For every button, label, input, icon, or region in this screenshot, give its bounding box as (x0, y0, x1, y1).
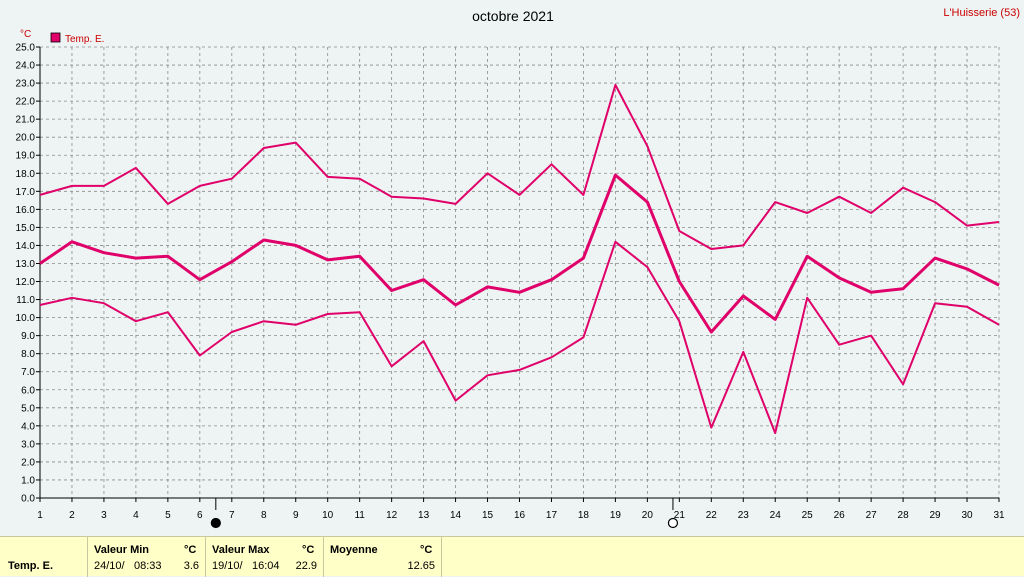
y-tick-label: 1.0 (21, 475, 35, 486)
stats-mean-value: 12.65 (407, 560, 435, 572)
x-tick-label: 3 (101, 510, 107, 521)
y-tick-label: 5.0 (21, 403, 35, 414)
y-tick-label: 4.0 (21, 421, 35, 432)
y-tick-label: 21.0 (16, 115, 36, 126)
x-tick-label: 30 (961, 510, 973, 521)
y-tick-label: 23.0 (16, 79, 36, 90)
y-tick-label: 25.0 (16, 43, 36, 54)
x-tick-label: 13 (418, 510, 430, 521)
x-tick-label: 14 (450, 510, 462, 521)
y-tick-label: 18.0 (16, 169, 36, 180)
stats-max-unit: °C (302, 544, 315, 556)
x-tick-label: 15 (482, 510, 494, 521)
series-line-mean (39, 173, 1000, 334)
y-tick-label: 17.0 (16, 187, 36, 198)
stats-min-value: 3.6 (183, 560, 199, 572)
x-tick-label: 6 (197, 510, 203, 521)
x-tick-label: 8 (261, 510, 267, 521)
x-tick-label: 2 (69, 510, 75, 521)
stats-min-header: Valeur Min (94, 544, 150, 556)
stats-max-cell: Valeur Max °C 19/10/ 16:04 22.9 (206, 537, 324, 577)
stats-series-name: Temp. E. (8, 560, 54, 572)
stats-bar: Temp. E. Valeur Min °C 24/10/ 08:33 3.6 … (0, 536, 1024, 577)
x-tick-label: 12 (386, 510, 398, 521)
y-axis-ticks: 0.0 1.0 2.0 3.0 4.0 5.0 6.0 7.0 8.0 9.0 10.0 11.0 12… (16, 43, 40, 505)
y-tick-label: 19.0 (16, 151, 36, 162)
series-line-max (39, 83, 1000, 250)
x-tick-label: 17 (546, 510, 558, 521)
y-tick-label: 3.0 (21, 439, 35, 450)
y-tick-label: 7.0 (21, 367, 35, 378)
x-tick-label: 27 (866, 510, 878, 521)
y-tick-label: 22.0 (16, 97, 36, 108)
grid (39, 46, 1000, 499)
x-tick-label: 26 (834, 510, 846, 521)
x-tick-label: 9 (293, 510, 299, 521)
legend-swatch (50, 32, 61, 43)
y-tick-label: 9.0 (21, 331, 35, 342)
moon-phases (210, 498, 679, 529)
y-tick-label: 2.0 (21, 457, 35, 468)
x-tick-label: 5 (165, 510, 171, 521)
y-tick-label: 16.0 (16, 205, 36, 216)
stats-max-value: 22.9 (295, 560, 317, 572)
y-tick-label: 0.0 (21, 494, 35, 505)
y-axis-unit: °C (20, 29, 31, 40)
x-tick-label: 28 (898, 510, 910, 521)
x-tick-label: 7 (229, 510, 235, 521)
legend-label: Temp. E. (65, 34, 104, 45)
x-tick-label: 16 (514, 510, 526, 521)
stats-series-cell: Temp. E. (0, 537, 88, 577)
stats-max-date: 19/10/ (212, 560, 243, 572)
y-tick-label: 8.0 (21, 349, 35, 360)
series-line-min (39, 240, 1000, 435)
stats-max-time: 16:04 (252, 560, 280, 572)
stats-min-unit: °C (184, 544, 197, 556)
y-tick-label: 10.0 (16, 313, 36, 324)
x-tick-label: 22 (706, 510, 718, 521)
new-moon-icon (210, 517, 221, 529)
x-tick-label: 18 (578, 510, 590, 521)
stats-mean-header: Moyenne (330, 544, 378, 556)
x-tick-label: 4 (133, 510, 139, 521)
y-tick-label: 24.0 (16, 61, 36, 72)
y-tick-label: 11.0 (16, 295, 35, 306)
chart-title: octobre 2021 (472, 8, 554, 24)
y-tick-label: 14.0 (16, 241, 36, 252)
x-tick-label: 25 (802, 510, 814, 521)
x-tick-label: 10 (322, 510, 334, 521)
stats-mean-unit: °C (420, 544, 433, 556)
x-tick-label: 1 (37, 510, 43, 521)
x-tick-label: 20 (642, 510, 654, 521)
y-tick-label: 12.0 (16, 277, 36, 288)
x-tick-label: 31 (993, 510, 1005, 521)
stats-min-time: 08:33 (134, 560, 162, 572)
x-tick-label: 11 (354, 510, 365, 521)
full-moon-icon (667, 517, 679, 529)
station-label: L'Huisserie (53) (943, 7, 1020, 19)
x-tick-label: 24 (770, 510, 782, 521)
stats-mean-cell: Moyenne °C 12.65 (324, 537, 442, 577)
y-tick-label: 20.0 (16, 133, 36, 144)
x-axis-ticks: 1 2 3 4 5 6 7 8 9 10 11 12 13 14 15 16 17 18 19 20 21 22 23 24 2… (37, 498, 1005, 521)
x-tick-label: 21 (674, 510, 686, 521)
y-tick-label: 15.0 (16, 223, 36, 234)
stats-max-header: Valeur Max (212, 544, 270, 556)
y-tick-label: 13.0 (16, 259, 36, 270)
x-tick-label: 19 (610, 510, 622, 521)
series-lines (39, 83, 1000, 435)
y-tick-label: 6.0 (21, 385, 35, 396)
x-tick-label: 23 (738, 510, 750, 521)
x-tick-label: 29 (930, 510, 942, 521)
stats-min-date: 24/10/ (94, 560, 125, 572)
temperature-chart: octobre 2021 L'Huisserie (53) °C Temp. E… (16, 7, 1020, 529)
stats-min-cell: Valeur Min °C 24/10/ 08:33 3.6 (88, 537, 206, 577)
